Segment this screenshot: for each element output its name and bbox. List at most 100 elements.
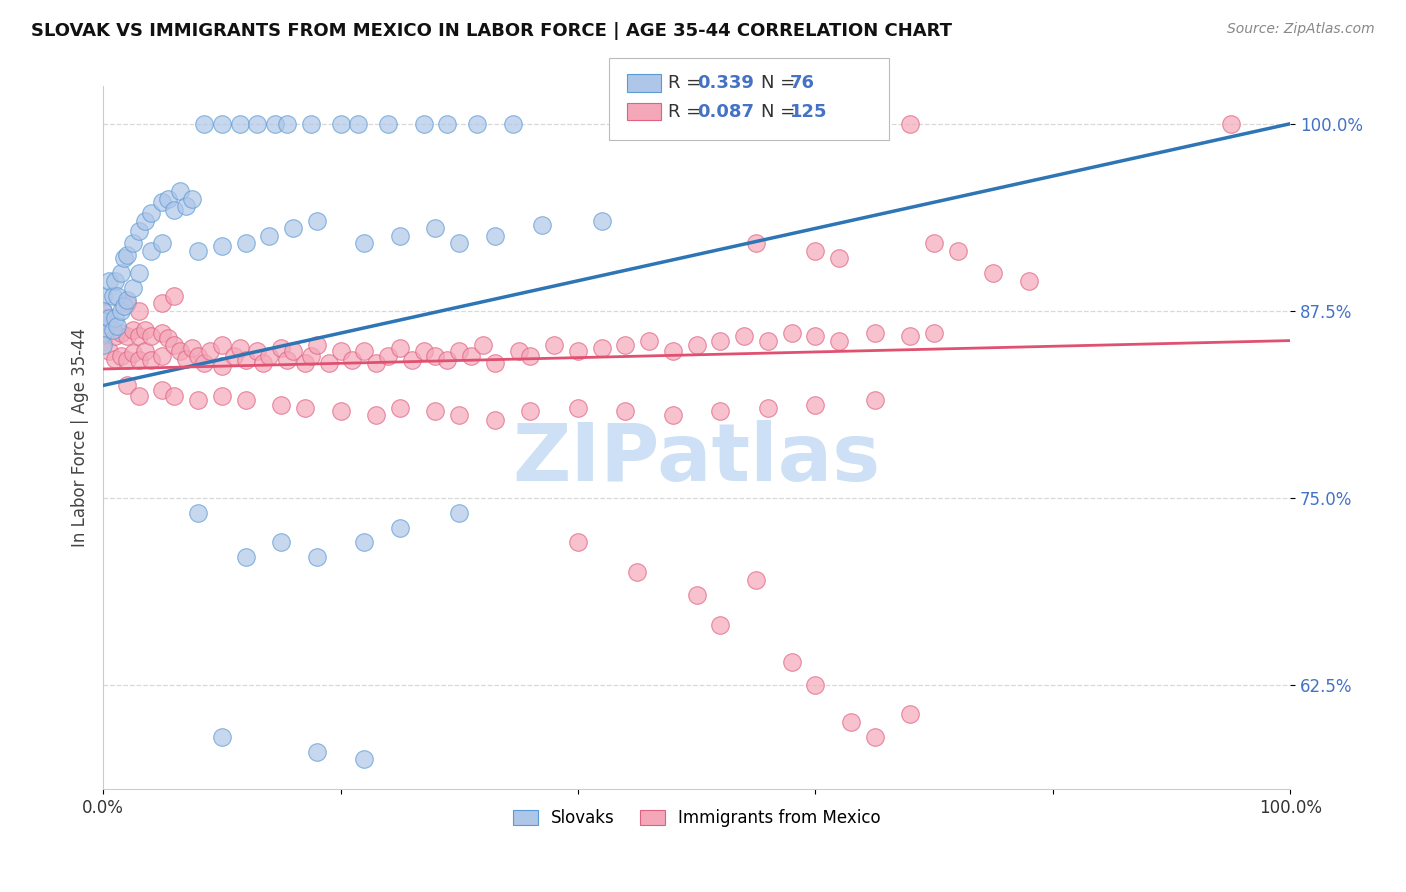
Point	[347, 117, 370, 131]
Point	[299, 349, 322, 363]
Point	[294, 356, 316, 370]
Text: 76: 76	[790, 74, 815, 92]
Point	[780, 326, 803, 340]
Point	[163, 203, 186, 218]
Point	[134, 323, 156, 337]
Point	[377, 349, 399, 363]
Point	[181, 341, 204, 355]
Point	[211, 117, 233, 131]
Point	[709, 617, 731, 632]
Point	[270, 398, 292, 412]
Point	[662, 344, 685, 359]
Point	[567, 401, 589, 415]
Point	[246, 117, 269, 131]
Point	[110, 266, 132, 280]
Point	[115, 248, 138, 262]
Text: 0.339: 0.339	[697, 74, 754, 92]
Text: ZIPatlas: ZIPatlas	[513, 420, 880, 498]
Point	[804, 329, 827, 343]
Point	[91, 303, 114, 318]
Point	[412, 117, 434, 131]
Point	[228, 117, 250, 131]
Point	[91, 314, 114, 328]
Point	[246, 344, 269, 359]
Point	[91, 334, 114, 348]
Point	[388, 520, 411, 534]
Point	[449, 344, 471, 359]
Point	[472, 338, 495, 352]
Text: N =: N =	[761, 103, 800, 120]
Point	[211, 359, 233, 373]
Point	[685, 117, 707, 131]
Point	[152, 383, 174, 397]
Point	[299, 117, 322, 131]
Point	[305, 550, 328, 565]
Point	[531, 219, 554, 233]
Point	[662, 409, 685, 423]
Point	[139, 353, 162, 368]
Point	[353, 344, 375, 359]
Point	[425, 349, 447, 363]
Point	[353, 236, 375, 251]
Point	[187, 506, 209, 520]
Point	[733, 329, 755, 343]
Point	[898, 329, 921, 343]
Point	[235, 550, 257, 565]
Point	[436, 353, 458, 368]
Point	[460, 349, 482, 363]
Point	[134, 344, 156, 359]
Point	[264, 117, 287, 131]
Point	[780, 655, 803, 669]
Point	[756, 334, 779, 348]
Point	[425, 404, 447, 418]
Point	[128, 303, 150, 318]
Point	[614, 338, 637, 352]
Point	[152, 326, 174, 340]
Point	[412, 344, 434, 359]
Point	[134, 214, 156, 228]
Point	[252, 356, 274, 370]
Point	[685, 588, 707, 602]
Point	[863, 117, 886, 131]
Point	[139, 329, 162, 343]
Point	[709, 404, 731, 418]
Point	[110, 349, 132, 363]
Point	[235, 353, 257, 368]
Point	[863, 730, 886, 744]
Point	[449, 506, 471, 520]
Point	[157, 192, 180, 206]
Point	[281, 221, 304, 235]
Point	[115, 329, 138, 343]
Point	[567, 344, 589, 359]
Point	[181, 192, 204, 206]
Point	[121, 323, 143, 337]
Point	[98, 311, 121, 326]
Point	[270, 535, 292, 549]
Point	[484, 228, 506, 243]
Text: 125: 125	[790, 103, 828, 120]
Point	[187, 244, 209, 258]
Text: R =: R =	[668, 74, 707, 92]
Point	[114, 299, 136, 313]
Point	[366, 356, 388, 370]
Point	[98, 344, 121, 359]
Point	[828, 334, 851, 348]
Point	[105, 318, 128, 333]
Point	[318, 356, 340, 370]
Point	[211, 730, 233, 744]
Point	[235, 236, 257, 251]
Point	[484, 356, 506, 370]
Point	[449, 409, 471, 423]
Point	[828, 252, 851, 266]
Point	[104, 329, 127, 343]
Point	[519, 349, 541, 363]
Point	[377, 117, 399, 131]
Point	[163, 338, 186, 352]
Point	[567, 535, 589, 549]
Point	[193, 356, 215, 370]
Point	[983, 266, 1005, 280]
Point	[745, 236, 768, 251]
Point	[709, 334, 731, 348]
Point	[305, 338, 328, 352]
Point	[626, 566, 648, 580]
